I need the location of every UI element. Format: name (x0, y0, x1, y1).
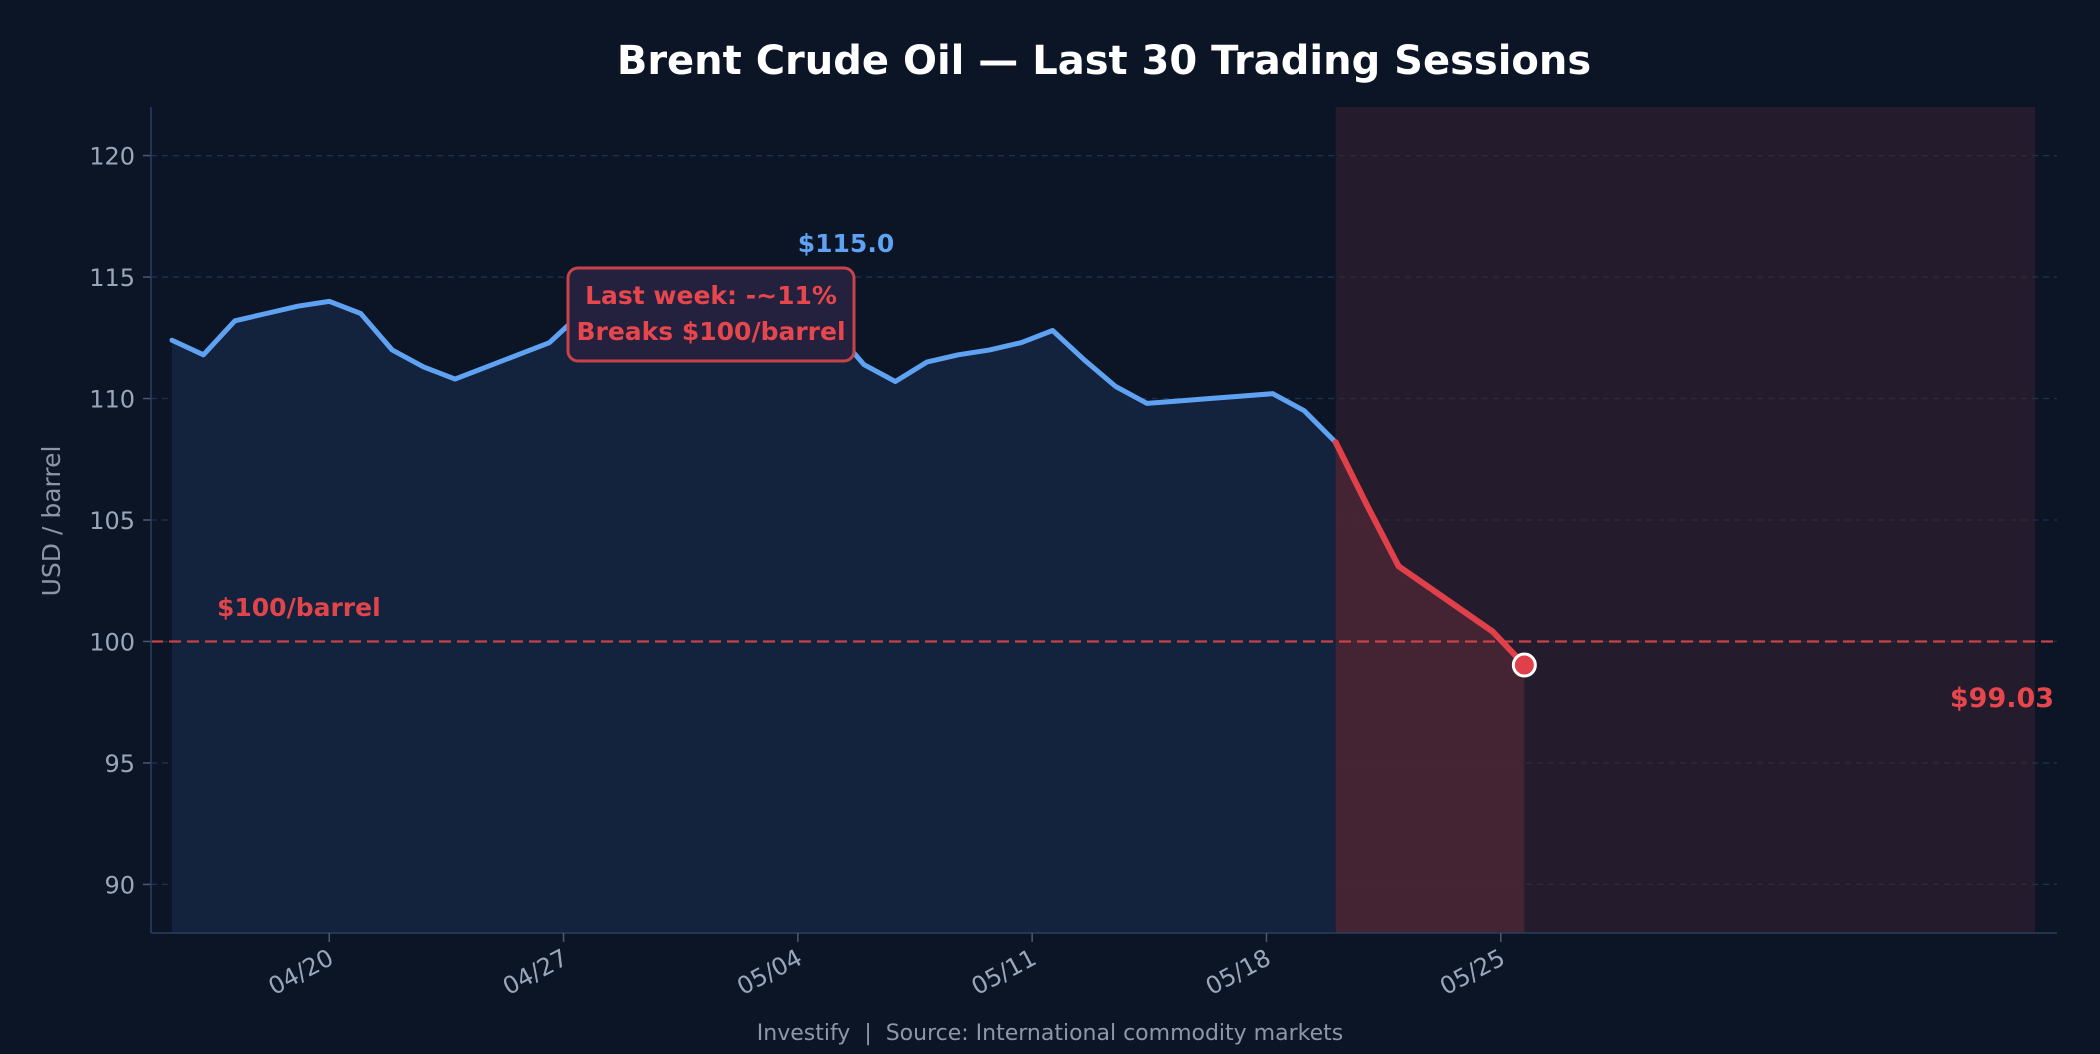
y-tick-label-95: 95 (104, 750, 135, 778)
decline-area-fill (1335, 442, 1525, 933)
y-tick-label-120: 120 (89, 143, 135, 171)
annotation-callout: Last week: -~11% Breaks $100/barrel (566, 266, 856, 363)
annotation-line-2: Breaks $100/barrel (576, 317, 845, 346)
y-tick-label-110: 110 (89, 386, 135, 414)
y-axis-label: USD / barrel (37, 446, 66, 597)
peak-value-label: $115.0 (798, 229, 894, 258)
decline-line (1332, 439, 1528, 669)
last-value-label: $99.03 (1950, 683, 2054, 714)
last-point-marker (1511, 652, 1537, 678)
y-tick-label-100: 100 (89, 628, 135, 656)
annotation-box-frame (566, 266, 856, 363)
y-tick-label-115: 115 (89, 264, 135, 292)
price-area-fill (172, 277, 1336, 933)
y-tick-label-90: 90 (104, 871, 135, 899)
annotation-line-1: Last week: -~11% (585, 281, 837, 310)
chart-footer: Investify | Source: International commod… (757, 1021, 1343, 1046)
chart-title: Brent Crude Oil — Last 30 Trading Sessio… (617, 38, 1591, 84)
reference-line-label: $100/barrel (217, 593, 381, 622)
y-tick-label-105: 105 (89, 507, 135, 535)
area-layer (172, 277, 1525, 933)
